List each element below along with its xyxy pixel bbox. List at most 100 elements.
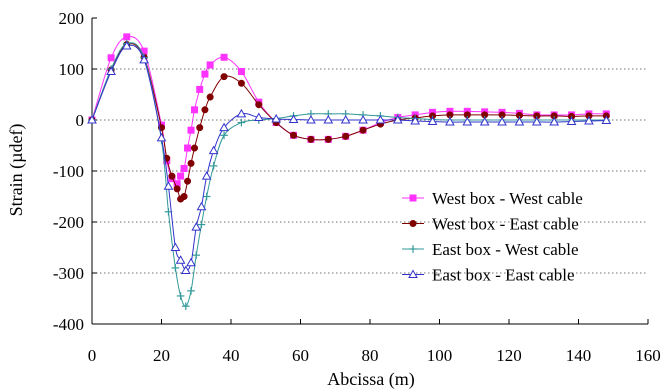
data-point — [187, 126, 195, 134]
data-point — [290, 131, 298, 139]
y-tick-label: -400 — [53, 315, 84, 334]
data-point — [237, 68, 245, 76]
data-point — [156, 132, 167, 142]
data-point — [176, 292, 185, 300]
data-point — [220, 131, 228, 140]
legend-marker — [409, 194, 417, 202]
x-tick-label: 20 — [153, 346, 170, 365]
data-point — [177, 172, 185, 180]
data-point — [220, 73, 228, 81]
data-point — [358, 114, 368, 124]
legend-marker — [409, 220, 417, 228]
x-tick-label: 60 — [292, 346, 309, 365]
data-point — [197, 220, 206, 229]
data-point — [107, 54, 115, 62]
data-point — [201, 106, 209, 114]
x-tick-label: 40 — [223, 346, 240, 365]
data-point — [139, 54, 149, 64]
data-point — [497, 117, 507, 126]
y-tick-label: -300 — [53, 264, 84, 283]
data-point — [324, 135, 332, 143]
legend-label: West box - East cable — [432, 215, 579, 234]
data-point — [182, 302, 190, 310]
data-point — [392, 114, 403, 124]
y-tick-label: 0 — [76, 111, 85, 130]
legend-label: West box - West cable — [432, 189, 583, 208]
data-point — [187, 159, 195, 167]
data-point — [184, 177, 192, 185]
data-point — [187, 287, 195, 295]
data-point — [514, 117, 525, 126]
legend-entry: East box - East cable — [402, 266, 575, 285]
data-point — [307, 135, 315, 143]
data-point — [427, 116, 438, 126]
series-layer — [87, 33, 612, 310]
data-point — [323, 114, 334, 124]
data-point — [196, 201, 207, 211]
data-point — [206, 61, 214, 69]
data-point — [255, 101, 263, 109]
data-point — [87, 114, 97, 124]
data-point — [271, 113, 282, 123]
legend-entry: West box - West cable — [402, 189, 583, 208]
data-point — [549, 117, 560, 126]
legend-entry: West box - East cable — [402, 215, 579, 234]
data-point — [171, 264, 180, 272]
axes — [91, 17, 649, 325]
data-point — [237, 118, 246, 127]
data-point — [180, 164, 188, 172]
x-tick-label: 100 — [427, 346, 453, 365]
data-point — [180, 265, 191, 274]
legend-label: East box - West cable — [432, 240, 579, 259]
y-tick-label: 200 — [59, 9, 85, 28]
y-axis-title: Strain (µdef) — [6, 124, 27, 217]
data-point — [206, 93, 214, 101]
legend-marker — [408, 269, 418, 278]
y-tick-label: 100 — [59, 60, 85, 79]
data-point — [462, 117, 473, 126]
data-point — [209, 162, 218, 170]
data-point — [163, 181, 174, 190]
data-point — [531, 117, 542, 126]
data-point — [288, 114, 299, 123]
data-point — [445, 117, 455, 126]
x-tick-label: 0 — [88, 346, 97, 365]
x-tick-label: 140 — [566, 346, 592, 365]
data-point — [202, 192, 211, 201]
data-point — [184, 144, 192, 152]
data-point — [220, 53, 228, 61]
data-point — [306, 114, 316, 124]
data-point — [208, 145, 219, 155]
data-point — [168, 172, 176, 180]
data-point — [186, 257, 196, 267]
data-point — [359, 126, 367, 134]
data-point — [123, 33, 131, 41]
data-point — [236, 108, 247, 118]
data-point — [196, 124, 204, 132]
data-point — [584, 116, 594, 125]
legend: West box - West cable West box - East cab… — [402, 189, 583, 285]
data-point — [201, 171, 212, 180]
x-tick-label: 160 — [635, 346, 661, 365]
data-point — [410, 116, 421, 125]
y-tick-label: -200 — [53, 213, 84, 232]
data-point — [106, 66, 116, 76]
y-tick-label: -100 — [53, 162, 84, 181]
data-point — [253, 112, 264, 121]
data-point — [121, 41, 132, 50]
x-axis-title: Abcissa (m) — [327, 369, 414, 389]
data-point — [375, 114, 386, 124]
x-tick-label: 120 — [496, 346, 522, 365]
data-point — [342, 132, 350, 140]
data-point — [601, 115, 612, 125]
data-point — [170, 242, 181, 251]
data-point — [175, 255, 186, 264]
data-point — [479, 117, 490, 126]
legend-marker — [409, 245, 417, 253]
data-point — [191, 144, 199, 152]
data-point — [566, 116, 577, 126]
legend-entry: East box - West cable — [402, 240, 579, 259]
data-point — [340, 114, 351, 124]
data-point — [180, 193, 188, 201]
